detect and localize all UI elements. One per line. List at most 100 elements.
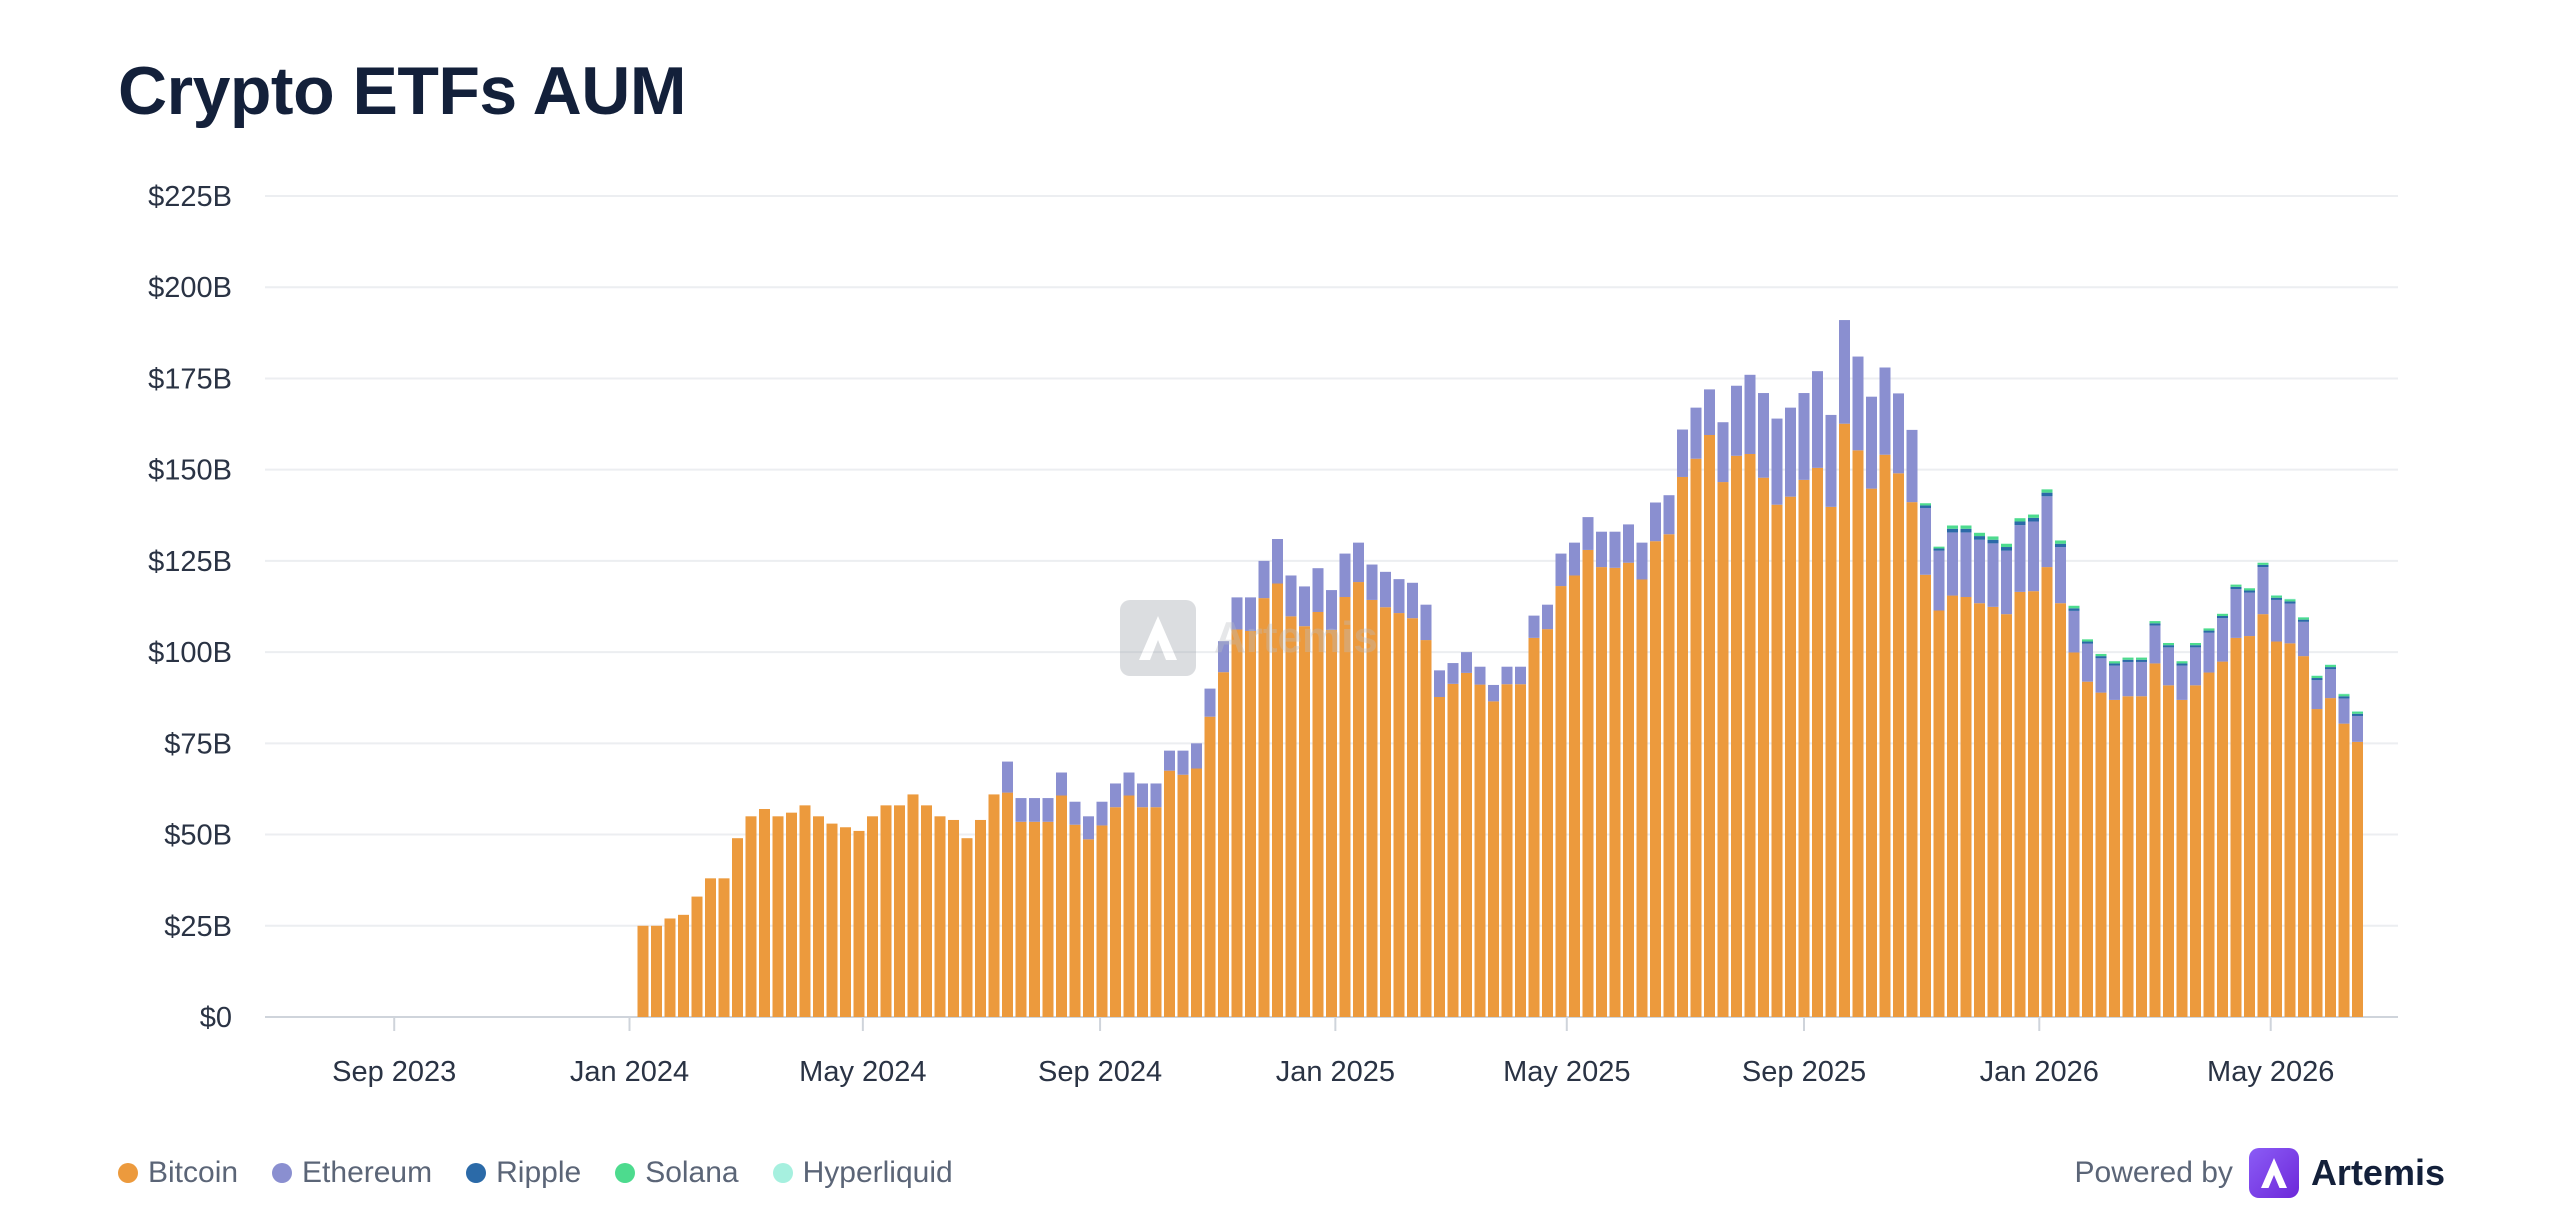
bar-bitcoin[interactable] [1299,626,1310,1017]
bar-bitcoin[interactable] [1825,506,1837,1017]
bar-ripple[interactable] [2095,656,2107,659]
bar-ethereum[interactable] [2298,621,2309,657]
bar-ethereum[interactable] [2190,647,2201,686]
bar-ethereum[interactable] [1150,783,1162,808]
bar-bitcoin[interactable] [1879,454,1891,1018]
bar-bitcoin[interactable] [1042,821,1054,1017]
bar-ethereum[interactable] [2163,647,2174,686]
bar-bitcoin[interactable] [2190,685,2201,1017]
bar-solana[interactable] [2352,711,2363,714]
bar-bitcoin[interactable] [1204,716,1216,1017]
bar-bitcoin[interactable] [1623,562,1634,1017]
bar-ethereum[interactable] [1825,414,1837,507]
bar-ethereum[interactable] [1218,641,1229,673]
bar-ethereum[interactable] [1879,367,1891,455]
bar-bitcoin[interactable] [2325,698,2336,1017]
bar-bitcoin[interactable] [1420,640,1432,1017]
bar-bitcoin[interactable] [1245,630,1256,1017]
bar-solana[interactable] [2338,694,2350,697]
bar-bitcoin[interactable] [975,819,986,1017]
bar-bitcoin[interactable] [2298,656,2309,1017]
bar-bitcoin[interactable] [1069,824,1081,1017]
bar-bitcoin[interactable] [1515,684,1526,1017]
bar-bitcoin[interactable] [2257,614,2269,1017]
bar-bitcoin[interactable] [1596,567,1607,1017]
bar-bitcoin[interactable] [2041,567,2053,1017]
bar-hyperliquid[interactable] [2338,693,2350,695]
bar-ethereum[interactable] [2257,567,2269,615]
bar-ripple[interactable] [2244,590,2255,593]
bar-ethereum[interactable] [2001,550,2012,615]
bar-bitcoin[interactable] [934,816,946,1017]
bar-bitcoin[interactable] [1893,473,1904,1017]
bar-bitcoin[interactable] [1812,467,1823,1018]
bar-bitcoin[interactable] [2149,663,2161,1017]
bar-ethereum[interactable] [1960,532,1972,598]
bar-solana[interactable] [2095,653,2107,657]
bar-hyperliquid[interactable] [2325,664,2336,666]
bar-ethereum[interactable] [2014,525,2026,592]
bar-ethereum[interactable] [1906,429,1918,503]
bar-ripple[interactable] [2163,645,2174,648]
bar-bitcoin[interactable] [2095,692,2107,1017]
bar-bitcoin[interactable] [2055,603,2066,1017]
bar-ripple[interactable] [1987,539,1999,544]
bar-ethereum[interactable] [1231,597,1243,630]
bar-bitcoin[interactable] [1029,821,1040,1017]
bar-ripple[interactable] [2109,663,2120,666]
bar-ethereum[interactable] [1596,531,1607,568]
bar-ethereum[interactable] [1272,539,1283,584]
bar-bitcoin[interactable] [2163,685,2174,1017]
bar-ripple[interactable] [1920,505,1931,508]
bar-ethereum[interactable] [1258,560,1270,599]
bar-solana[interactable] [1960,525,1972,529]
bar-solana[interactable] [2311,675,2323,679]
bar-ethereum[interactable] [1339,553,1351,598]
bar-ethereum[interactable] [1893,393,1904,474]
bar-ethereum[interactable] [1987,543,1999,607]
bar-bitcoin[interactable] [1920,574,1931,1017]
bar-bitcoin[interactable] [1582,549,1594,1017]
bar-bitcoin[interactable] [1987,606,1999,1017]
bar-ripple[interactable] [2176,663,2188,666]
bar-solana[interactable] [2109,661,2120,664]
bar-ethereum[interactable] [2230,588,2242,638]
bar-bitcoin[interactable] [2338,723,2350,1017]
bar-ethereum[interactable] [1461,652,1472,673]
bar-bitcoin[interactable] [678,914,689,1017]
bar-bitcoin[interactable] [1015,821,1027,1017]
bar-hyperliquid[interactable] [2352,711,2363,712]
bar-bitcoin[interactable] [1150,807,1162,1017]
bar-bitcoin[interactable] [1110,807,1121,1017]
bar-ethereum[interactable] [1488,684,1499,702]
bar-ethereum[interactable] [1852,356,1864,451]
bar-bitcoin[interactable] [1380,607,1391,1017]
bar-bitcoin[interactable] [880,805,892,1017]
bar-ethereum[interactable] [1056,772,1067,796]
bar-bitcoin[interactable] [1474,684,1486,1017]
bar-ethereum[interactable] [1326,590,1337,630]
bar-bitcoin[interactable] [2122,696,2134,1017]
bar-ethereum[interactable] [2271,599,2282,642]
bar-bitcoin[interactable] [2068,652,2080,1017]
bar-ethereum[interactable] [1731,385,1742,456]
bar-ethereum[interactable] [1717,422,1729,483]
bar-bitcoin[interactable] [664,918,676,1017]
bar-ethereum[interactable] [1582,517,1594,550]
bar-ethereum[interactable] [2109,665,2120,700]
bar-ethereum[interactable] [1393,579,1405,614]
bar-ethereum[interactable] [1690,407,1702,459]
bar-ethereum[interactable] [1947,532,1958,596]
bar-bitcoin[interactable] [2028,591,2039,1017]
bar-ethereum[interactable] [1542,604,1553,630]
bar-bitcoin[interactable] [1353,582,1364,1017]
bar-ethereum[interactable] [2095,658,2107,693]
bar-ethereum[interactable] [1555,553,1567,587]
bar-ethereum[interactable] [2041,496,2053,568]
bar-ethereum[interactable] [1623,524,1634,563]
bar-ethereum[interactable] [1353,542,1364,583]
bar-hyperliquid[interactable] [2271,595,2282,596]
bar-ripple[interactable] [2325,667,2336,670]
bar-bitcoin[interactable] [907,794,919,1017]
bar-bitcoin[interactable] [1947,595,1958,1017]
